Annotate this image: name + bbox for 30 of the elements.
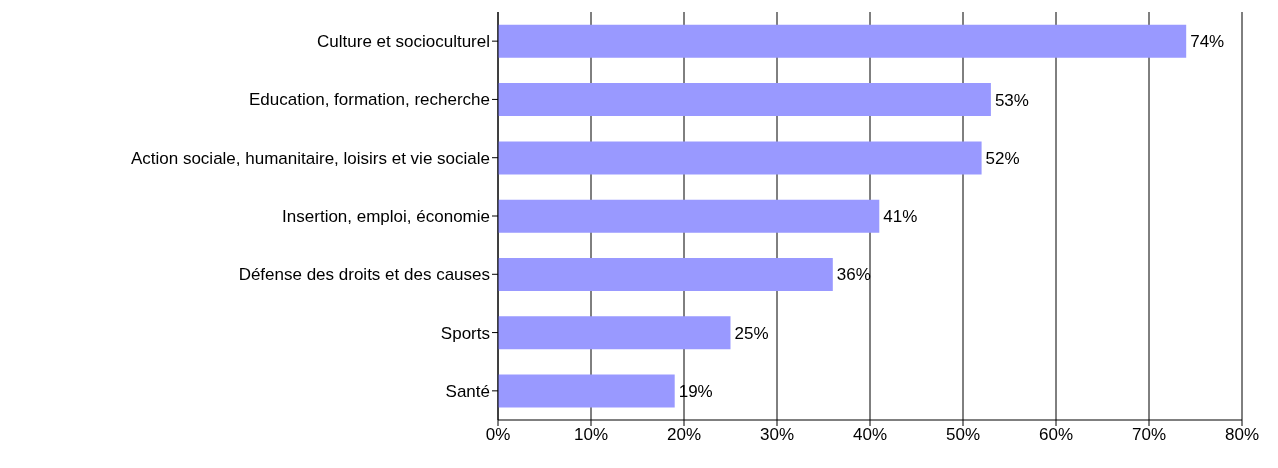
x-tick-label: 50%	[945, 425, 981, 445]
y-tick-label: Santé	[445, 381, 490, 401]
x-tick-label: 60%	[1038, 425, 1074, 445]
data-label: 41%	[883, 207, 918, 227]
bar	[498, 83, 991, 117]
x-tick-label: 80%	[1224, 425, 1260, 445]
y-tick-label: Education, formation, recherche	[249, 90, 490, 110]
bar	[498, 141, 982, 175]
data-label: 52%	[985, 148, 1020, 168]
data-label: 19%	[678, 381, 713, 401]
bar	[498, 24, 1187, 58]
y-tick-label: Culture et socioculturel	[317, 32, 490, 52]
data-label: 36%	[836, 265, 871, 285]
bar	[498, 199, 880, 233]
x-tick-label: 30%	[759, 425, 795, 445]
x-tick-label: 40%	[852, 425, 888, 445]
data-label: 74%	[1190, 32, 1225, 52]
x-tick-label: 20%	[666, 425, 702, 445]
bar	[498, 257, 833, 291]
x-tick-label: 10%	[573, 425, 609, 445]
y-tick-label: Défense des droits et des causes	[238, 265, 490, 285]
x-tick-label: 0%	[485, 425, 511, 445]
x-tick-label: 70%	[1131, 425, 1167, 445]
bar	[498, 374, 675, 408]
data-label: 53%	[994, 90, 1029, 110]
y-tick-label: Sports	[440, 323, 490, 343]
bar	[498, 316, 731, 350]
y-tick-label: Insertion, emploi, économie	[282, 207, 490, 227]
y-tick-label: Action sociale, humanitaire, loisirs et vie sociale	[130, 148, 490, 168]
data-label: 25%	[734, 323, 769, 343]
